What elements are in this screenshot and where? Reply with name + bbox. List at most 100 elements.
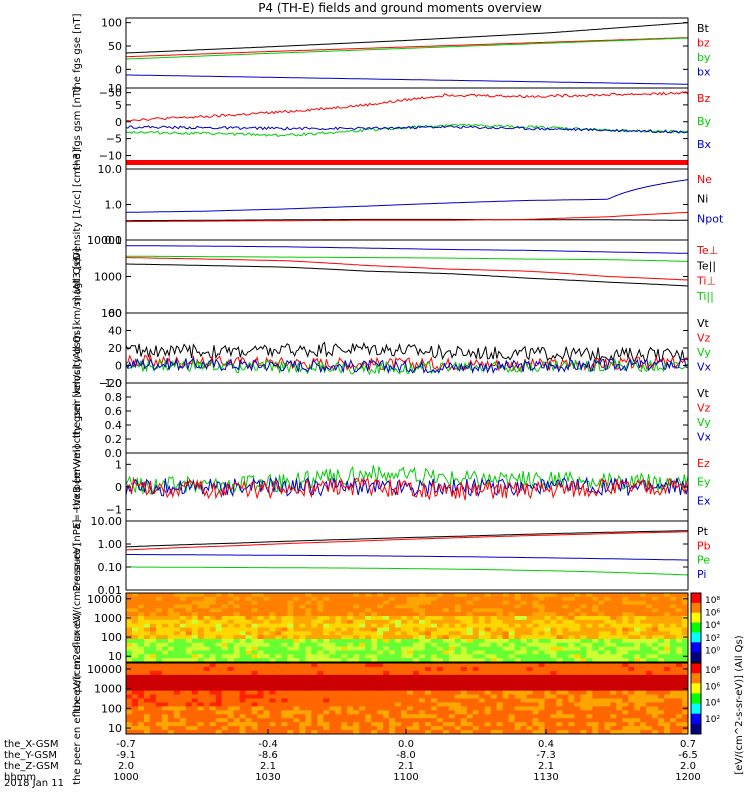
heatmap-cell	[460, 608, 468, 613]
colorbar-swatch	[691, 642, 701, 653]
heatmap-cell	[454, 596, 462, 602]
heatmap-cell	[538, 714, 545, 719]
heatmap-cell	[311, 706, 318, 711]
heatmap-cell	[191, 666, 199, 672]
heatmap-cell	[401, 596, 408, 602]
heatmap-cell	[245, 682, 252, 688]
heatmap-cell	[598, 706, 605, 711]
heatmap-cell	[598, 612, 605, 617]
heatmap-cell	[556, 663, 563, 668]
heatmap-cell	[622, 604, 629, 609]
heatmap-cell	[323, 690, 330, 695]
heatmap-cell	[670, 600, 677, 605]
heatmap-cell	[574, 635, 581, 640]
heatmap-cell	[568, 619, 575, 625]
heatmap-cell	[311, 690, 318, 695]
heatmap-cell	[496, 698, 504, 703]
heatmap-cell	[544, 631, 551, 636]
heatmap-cell	[478, 682, 486, 688]
heatmap-cell	[604, 612, 611, 617]
heatmap-cell	[131, 674, 139, 680]
heatmap-cell	[131, 631, 139, 636]
heatmap-cell	[544, 658, 551, 663]
heatmap-cell	[407, 674, 414, 680]
heatmap-cell	[586, 674, 593, 680]
heatmap-cell	[502, 730, 510, 735]
heatmap-cell	[137, 623, 145, 628]
heatmap-cell	[275, 635, 282, 640]
heatmap-cell	[323, 650, 330, 655]
heatmap-cell	[329, 639, 336, 644]
heatmap-cell	[269, 627, 276, 632]
heatmap-cell	[167, 726, 175, 731]
heatmap-cell	[371, 596, 378, 602]
heatmap-cell	[412, 663, 420, 668]
heatmap-cell	[448, 694, 456, 699]
heatmap-cell	[598, 686, 605, 692]
heatmap-cell	[341, 678, 348, 684]
heatmap-cell	[305, 619, 312, 625]
heatmap-cell	[185, 650, 193, 655]
heatmap-cell	[472, 690, 480, 695]
heatmap-cell	[275, 718, 282, 723]
heatmap-cell	[185, 702, 193, 707]
heatmap-cell	[305, 627, 312, 632]
heatmap-cell	[395, 639, 402, 644]
heatmap-cell	[430, 646, 438, 651]
heatmap-cell	[652, 730, 659, 735]
heatmap-cell	[389, 718, 396, 723]
heatmap-cell	[155, 674, 163, 680]
heatmap-cell	[436, 698, 444, 703]
heatmap-cell	[526, 604, 533, 609]
heatmap-cell	[490, 604, 498, 609]
heatmap-cell	[496, 694, 504, 699]
ylabel: the peir en eflux eV/(cm2-s-sr-eV)	[72, 543, 83, 712]
heatmap-cell	[365, 686, 372, 692]
heatmap-cell	[622, 726, 629, 731]
heatmap-cell	[215, 658, 223, 663]
heatmap-cell	[574, 690, 581, 695]
heatmap-cell	[221, 593, 229, 598]
heatmap-cell	[466, 678, 474, 684]
heatmap-cell	[347, 600, 354, 605]
heatmap-cell	[347, 619, 354, 625]
heatmap-cell	[670, 730, 677, 735]
heatmap-cell	[233, 694, 240, 699]
series-line-Ne	[126, 211, 689, 223]
series-line-Ez	[125, 476, 689, 501]
heatmap-cell	[592, 604, 599, 609]
heatmap-cell	[293, 642, 300, 648]
heatmap-cell	[161, 698, 169, 703]
heatmap-cell	[604, 650, 611, 655]
heatmap-cell	[161, 694, 169, 699]
heatmap-cell	[424, 666, 432, 672]
heatmap-cell	[317, 650, 324, 655]
heatmap-cell	[191, 678, 199, 684]
heatmap-cell	[682, 718, 689, 723]
heatmap-cell	[484, 600, 492, 605]
heatmap-cell	[646, 627, 653, 632]
heatmap-cell	[293, 730, 300, 735]
heatmap-cell	[137, 658, 145, 663]
heatmap-cell	[640, 663, 647, 668]
heatmap-cell	[514, 631, 521, 636]
heatmap-cell	[227, 706, 235, 711]
heatmap-cell	[484, 639, 492, 644]
heatmap-cell	[484, 608, 492, 613]
heatmap-cell	[598, 722, 605, 727]
heatmap-cell	[670, 619, 677, 625]
heatmap-cell	[496, 619, 504, 625]
heatmap-cell	[550, 635, 557, 640]
heatmap-cell	[508, 596, 516, 602]
heatmap-cell	[305, 726, 312, 731]
heatmap-cell	[478, 706, 486, 711]
heatmap-cell	[275, 678, 282, 684]
heatmap-cell	[233, 635, 240, 640]
heatmap-cell	[239, 593, 246, 598]
heatmap-cell	[496, 702, 504, 707]
heatmap-cell	[634, 706, 641, 711]
xaxis-row-label: the_Z-GSM	[4, 761, 59, 772]
heatmap-cell	[478, 670, 486, 676]
heatmap-cell	[484, 714, 492, 719]
heatmap-cell	[622, 623, 629, 628]
